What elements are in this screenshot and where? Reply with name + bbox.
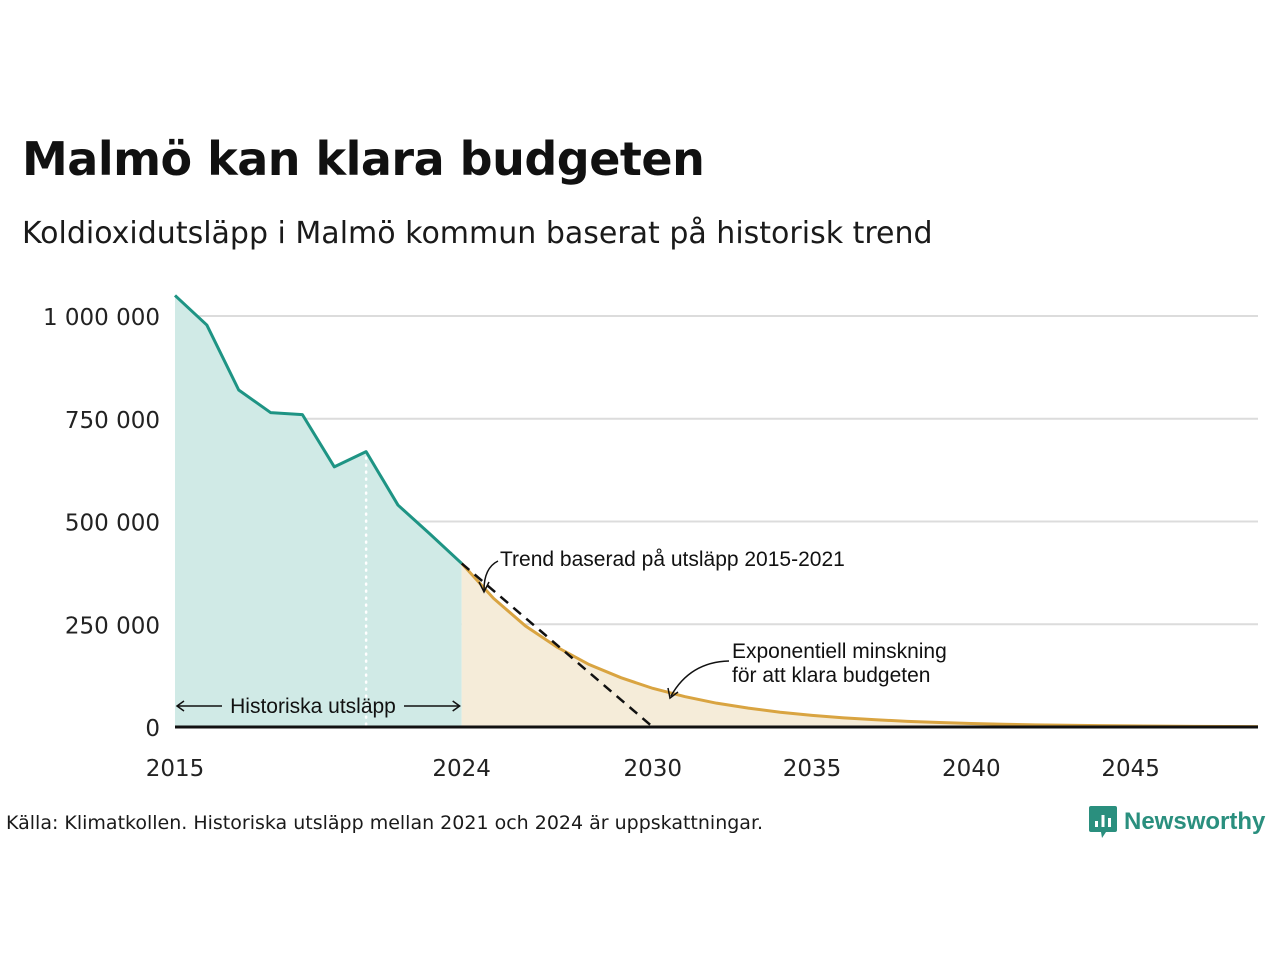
budget-annotation-line1: Exponentiell minskning (732, 640, 947, 663)
area-fills (175, 295, 1258, 729)
x-tick-label: 2040 (942, 756, 1001, 782)
y-tick-label: 750 000 (65, 408, 160, 434)
budget-annotation-arrowhead (667, 687, 679, 700)
chart-subtitle: Koldioxidutsläpp i Malmö kommun baserat … (22, 216, 933, 251)
historical-span-right-head (452, 700, 461, 712)
y-tick-label: 0 (145, 716, 160, 742)
y-tick-label: 250 000 (65, 613, 160, 639)
trend-annotation-arrow (483, 560, 499, 591)
chart-title: Malmö kan klara budgeten (22, 132, 705, 186)
x-tick-label: 2035 (783, 756, 842, 782)
x-tick-label: 2045 (1101, 756, 1160, 782)
budget-annotation-arrow (670, 660, 730, 697)
trend-annotation-arrowhead (478, 581, 490, 594)
annotations: Trend baserad på utsläpp 2015-2021 Expone… (175, 548, 947, 718)
source-note: Källa: Klimatkollen. Historiska utsläpp … (6, 812, 764, 834)
y-tick-label: 500 000 (65, 511, 160, 537)
trend-annotation: Trend baserad på utsläpp 2015-2021 (500, 548, 845, 571)
brand-name: Newsworthy (1124, 808, 1266, 835)
y-tick-label: 1 000 000 (43, 305, 160, 331)
budget-annotation-line2: för att klara budgeten (732, 664, 930, 687)
historical-label: Historiska utsläpp (230, 695, 396, 718)
brand-logo[interactable]: Newsworthy (1088, 804, 1265, 840)
historical-line (173, 294, 463, 565)
x-tick-label: 2030 (624, 756, 683, 782)
x-tick-label: 2015 (146, 756, 205, 782)
bar-chart-icon (1089, 806, 1117, 838)
budget-area (461, 563, 1258, 727)
historical-span-left-head (175, 700, 185, 712)
axes: 0 250 000 500 000 750 000 1 000 000 2015 2024 2… (43, 305, 1258, 782)
historical-area (175, 295, 462, 727)
x-tick-label: 2024 (432, 756, 491, 782)
